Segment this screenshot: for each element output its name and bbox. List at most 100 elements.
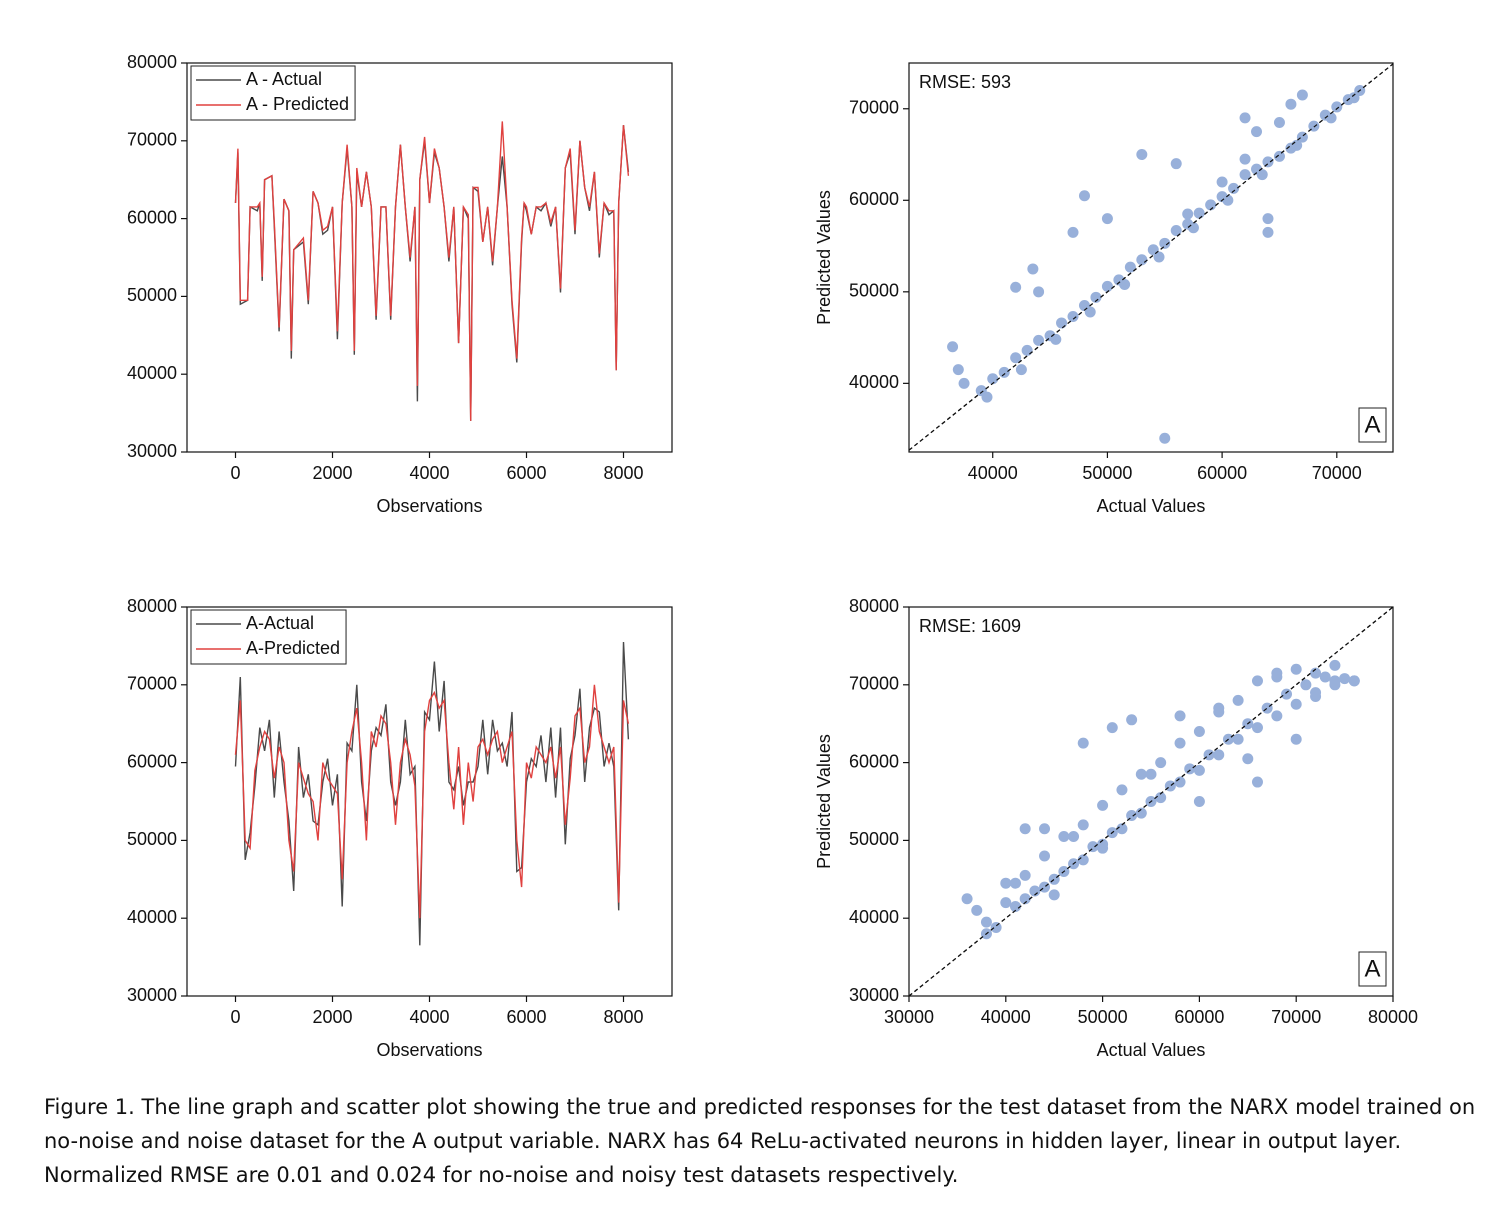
scatter-point <box>1136 149 1148 161</box>
legend-label: A-Predicted <box>246 638 340 658</box>
y-tick-label: 40000 <box>849 372 899 392</box>
scatter-point <box>1310 690 1322 702</box>
scatter-point <box>1009 877 1021 889</box>
scatter-point <box>1106 722 1118 734</box>
scatter-point <box>1039 823 1051 835</box>
legend: A - Actual A - Predicted <box>190 65 356 121</box>
scatter-point <box>961 893 973 905</box>
scatter-point <box>1187 222 1199 234</box>
scatter-point <box>981 391 993 403</box>
scatter-point <box>1222 194 1234 206</box>
scatter-point <box>1228 182 1240 194</box>
scatter-point <box>1000 897 1012 909</box>
scatter-point <box>1050 333 1062 345</box>
scatter-point <box>1090 291 1102 303</box>
scatter-point <box>1068 831 1080 843</box>
scatter-point <box>1273 150 1285 162</box>
scatter-point <box>1213 749 1225 761</box>
scatter-point <box>998 366 1010 378</box>
plot-area <box>234 121 630 421</box>
scatter-point <box>1009 901 1021 913</box>
scatter-point <box>1029 885 1041 897</box>
scatter-point <box>1027 263 1039 275</box>
x-tick-label: 60000 <box>1197 463 1247 483</box>
scatter-point <box>1232 694 1244 706</box>
scatter-point <box>1170 224 1182 236</box>
scatter-point <box>1067 311 1079 323</box>
panel-label: A <box>1364 955 1380 982</box>
scatter-point <box>1159 432 1171 444</box>
scatter-point <box>1348 675 1360 687</box>
data-line <box>234 121 630 421</box>
scatter-point <box>1058 831 1070 843</box>
scatter-point <box>1021 344 1033 356</box>
scatter-point <box>1084 306 1096 318</box>
x-axis-title: Actual Values <box>1097 496 1206 516</box>
scatter-point <box>1135 768 1147 780</box>
y-tick-label: 70000 <box>127 130 177 150</box>
scatter-point <box>1048 889 1060 901</box>
scatter-point <box>1329 679 1341 691</box>
scatter-point <box>1213 702 1225 714</box>
scatter-point <box>1033 334 1045 346</box>
axes-frame <box>186 606 673 997</box>
x-tick-label: 8000 <box>603 463 643 483</box>
scatter-point <box>1078 190 1090 202</box>
x-axis-title: Observations <box>376 1040 482 1060</box>
y-tick-label: 60000 <box>849 189 899 209</box>
x-tick-label: 2000 <box>312 463 352 483</box>
y-tick-label: 80000 <box>849 596 899 616</box>
scatter-point <box>1174 737 1186 749</box>
x-tick-label: 4000 <box>409 1007 449 1027</box>
scatter-point <box>1101 213 1113 225</box>
scatter-point <box>1273 116 1285 128</box>
y-tick-label: 60000 <box>127 207 177 227</box>
scatter-point <box>1087 841 1099 853</box>
scatter-point <box>987 373 999 385</box>
scatter-point <box>1010 281 1022 293</box>
scatter-point <box>1262 156 1274 168</box>
scatter-point <box>1232 733 1244 745</box>
scatter-point <box>1262 213 1274 225</box>
scatter-point <box>1348 92 1360 104</box>
scatter-point <box>1126 714 1138 726</box>
scatter-point <box>1296 89 1308 101</box>
scatter-point <box>1097 842 1109 854</box>
y-tick-label: 30000 <box>849 985 899 1005</box>
plot-area <box>909 63 1393 451</box>
scatter-point <box>1242 753 1254 765</box>
scatter-point <box>1256 169 1268 181</box>
scatter-point <box>1116 823 1128 835</box>
scatter-point <box>1319 671 1331 683</box>
scatter-point <box>1291 139 1303 151</box>
scatter-point <box>1015 364 1027 376</box>
scatter-point <box>1010 352 1022 364</box>
scatter-point <box>1262 226 1274 238</box>
scatter-point <box>958 377 970 389</box>
scatter-point <box>1135 807 1147 819</box>
x-tick-label: 4000 <box>409 463 449 483</box>
scatter-point <box>1184 763 1196 775</box>
y-tick-label: 60000 <box>849 751 899 771</box>
legend-label: A - Actual <box>246 69 322 89</box>
x-tick-label: 0 <box>230 1007 240 1027</box>
panel-label: A <box>1364 411 1380 438</box>
scatter-point <box>1331 101 1343 113</box>
scatter-point <box>1170 158 1182 170</box>
y-tick-label: 40000 <box>849 907 899 927</box>
scatter-point <box>1124 261 1136 273</box>
scatter-point <box>1077 854 1089 866</box>
y-tick-label: 40000 <box>127 907 177 927</box>
y-axis-title: Predicted Values <box>814 190 834 325</box>
panel-label-box <box>1358 951 1387 987</box>
scatter-point <box>1285 98 1297 110</box>
x-tick-label: 50000 <box>1082 463 1132 483</box>
x-tick-label: 70000 <box>1271 1007 1321 1027</box>
scatter-point <box>1136 254 1148 266</box>
y-tick-label: 60000 <box>127 751 177 771</box>
scatter-point <box>1116 784 1128 796</box>
scatter-point <box>1216 176 1228 188</box>
legend-box <box>190 65 356 121</box>
scatter-point <box>980 916 992 928</box>
